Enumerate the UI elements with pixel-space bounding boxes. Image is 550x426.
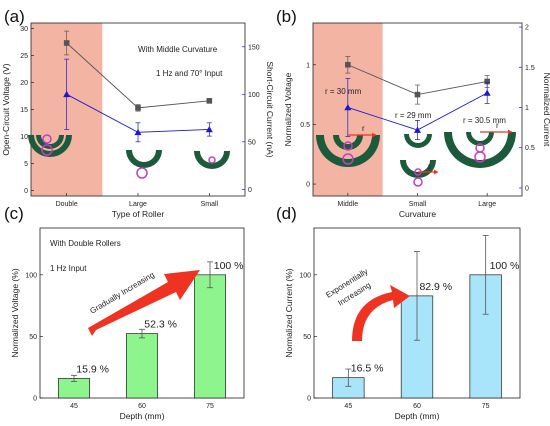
panel-b-radius-small: r = 29 mm xyxy=(395,111,432,120)
x-tick-label-b-2: Large xyxy=(478,201,496,208)
y-tick-label-a-2: 10 xyxy=(20,134,28,141)
panel-a: (a) 0 5 10 15 20 25 30 Open-Circuit Voltage (V)… xyxy=(1,7,275,219)
y2-tick-label-a-3: 150 xyxy=(248,44,260,51)
x-axis-label-c: Depth (mm) xyxy=(120,411,165,421)
data-label-c-2: 100 % xyxy=(214,260,244,272)
bar-c-1 xyxy=(126,333,158,399)
y2-tick-label-a-1: 50 xyxy=(248,139,256,146)
plot-a: 0 5 10 15 20 25 30 Open-Circuit Voltage (V) 0 50 1… xyxy=(1,22,275,219)
x-tick-label-c-0: 45 xyxy=(70,403,78,410)
y-tick-label-b-2: 1 xyxy=(306,62,310,69)
y-tick-label-a-3: 15 xyxy=(20,107,28,114)
x-tick-label-d-1: 60 xyxy=(413,403,421,410)
x-tick-label-b-0: Middle xyxy=(338,201,359,208)
panel-a-annotation-input: 1 Hz and 70° Input xyxy=(156,69,223,78)
middle-curvature-illustration: r xyxy=(316,124,380,167)
marker-b-0-0 xyxy=(345,61,351,68)
panel-b-r-label-large: r xyxy=(496,121,499,130)
marker-a-1-0 xyxy=(63,90,71,98)
data-label-c-0: 15.9 % xyxy=(76,363,109,375)
data-label-d-2: 100 % xyxy=(490,260,520,272)
x-tick-label-d-0: 45 xyxy=(344,403,352,410)
y-tick-label-a-1: 5 xyxy=(24,161,28,168)
marker-b-1-2 xyxy=(483,89,491,96)
y-tick-label-b-1: 0.5 xyxy=(300,122,310,129)
x-axis-label-d: Depth (mm) xyxy=(395,411,440,421)
panel-b: (b) 0 0.5 1 Normalized Voltage 0 0.5 1 1.5 2 Norm… xyxy=(276,7,550,219)
data-label-d-0: 16.5 % xyxy=(351,363,384,375)
x-tick-label-c-1: 60 xyxy=(138,403,146,410)
x-tick-label-d-2: 75 xyxy=(482,403,490,410)
y-tick-label-d-2: 100 xyxy=(299,272,311,279)
y-axis-label-a: Open-Circuit Voltage (V) xyxy=(1,63,11,155)
bar-c-2 xyxy=(194,274,226,399)
y-tick-label-a-6: 30 xyxy=(20,26,28,33)
y2-tick-label-b-4: 2 xyxy=(525,25,529,32)
marker-b-0-2 xyxy=(484,78,490,85)
panel-c: (c) 0 50 100 Normalized Voltage (%) 45 60 75 De… xyxy=(4,204,245,421)
large-roller-illustration xyxy=(126,150,162,179)
y-tick-label-c-2: 100 xyxy=(25,272,37,279)
panel-a-label: (a) xyxy=(4,7,25,26)
marker-a-1-2 xyxy=(205,125,213,133)
marker-b-0-1 xyxy=(414,91,421,98)
panel-c-annotation-input: 1 Hz Input xyxy=(50,264,87,273)
panel-b-r-label-middle: r xyxy=(362,124,365,133)
marker-a-0-0 xyxy=(63,40,70,46)
plot-c: 0 50 100 Normalized Voltage (%) 45 60 75 Depth … xyxy=(10,227,245,421)
marker-b-1-1 xyxy=(414,126,421,133)
panel-b-radius-middle: r = 30 mm xyxy=(325,87,362,96)
small-roller-illustration xyxy=(194,151,230,169)
marker-a-0-2 xyxy=(206,98,213,104)
marker-a-1-1 xyxy=(134,128,142,136)
y2-tick-label-b-0: 0 xyxy=(525,185,529,192)
data-label-c-1: 52.3 % xyxy=(144,319,177,331)
y-tick-label-c-0: 0 xyxy=(33,396,37,403)
y-tick-label-a-5: 25 xyxy=(20,53,28,60)
y-axis-label-b: Normalized Voltage xyxy=(283,72,293,146)
panel-b-label: (b) xyxy=(276,7,297,26)
y2-tick-label-b-3: 1.5 xyxy=(525,65,535,72)
y-axis-label-d: Normalized Current (%) xyxy=(284,268,294,357)
y-tick-label-d-1: 50 xyxy=(303,334,311,341)
plot-d: 0 50 100 Normalized Current (%) 45 60 75 Depth … xyxy=(284,227,521,421)
x-tick-label-b-1: Small xyxy=(409,201,427,208)
panel-b-r-label-small: r xyxy=(428,162,431,171)
x-tick-label-c-2: 75 xyxy=(206,403,214,410)
data-label-d-1: 82.9 % xyxy=(419,281,452,293)
marker-a-0-1 xyxy=(135,105,141,111)
panel-c-annotation-rollers: With Double Rollers xyxy=(50,239,121,248)
double-roller-illustration xyxy=(28,134,72,157)
x-tick-label-a-0: Double xyxy=(56,201,78,208)
panel-d: (d) 0 50 100 Normalized Current (%) 45 60 75 De… xyxy=(276,204,521,421)
y2-tick-label-a-2: 100 xyxy=(248,92,260,99)
panel-c-label: (c) xyxy=(4,204,24,223)
y2-tick-label-a-0: 0 xyxy=(248,187,252,194)
x-axis-label-a: Type of Roller xyxy=(112,209,165,219)
y-tick-label-a-0: 0 xyxy=(24,188,28,195)
y2-tick-label-b-1: 0.5 xyxy=(525,145,535,152)
plot-b: 0 0.5 1 Normalized Voltage 0 0.5 1 1.5 2 Normaliz… xyxy=(283,22,550,219)
y2-axis-label-b: Normalized Current xyxy=(542,73,550,147)
large-curvature-illustration: r xyxy=(444,121,516,168)
y-tick-label-a-4: 20 xyxy=(20,80,28,87)
exponential-increase-arrow: Exponentially Increasing xyxy=(324,267,410,341)
y-tick-label-d-0: 0 xyxy=(307,396,311,403)
x-axis-label-b: Curvature xyxy=(399,209,437,219)
x-tick-label-a-2: Small xyxy=(201,201,219,208)
small-curvature-illustration: r xyxy=(400,134,438,187)
marker-b-1-0 xyxy=(344,103,352,111)
panel-a-annotation-curvature: With Middle Curvature xyxy=(138,45,218,54)
panel-b-radius-large: r = 30.5 mm xyxy=(463,116,506,125)
x-tick-label-a-1: Large xyxy=(129,201,147,208)
y-tick-label-b-0: 0 xyxy=(306,182,310,189)
panel-d-label: (d) xyxy=(276,204,297,223)
y-axis-label-c: Normalized Voltage (%) xyxy=(10,268,20,357)
y-tick-label-c-1: 50 xyxy=(29,334,37,341)
y2-tick-label-b-2: 1 xyxy=(525,105,529,112)
y2-axis-label-a: Short-Circuit Current (nA) xyxy=(265,61,275,158)
